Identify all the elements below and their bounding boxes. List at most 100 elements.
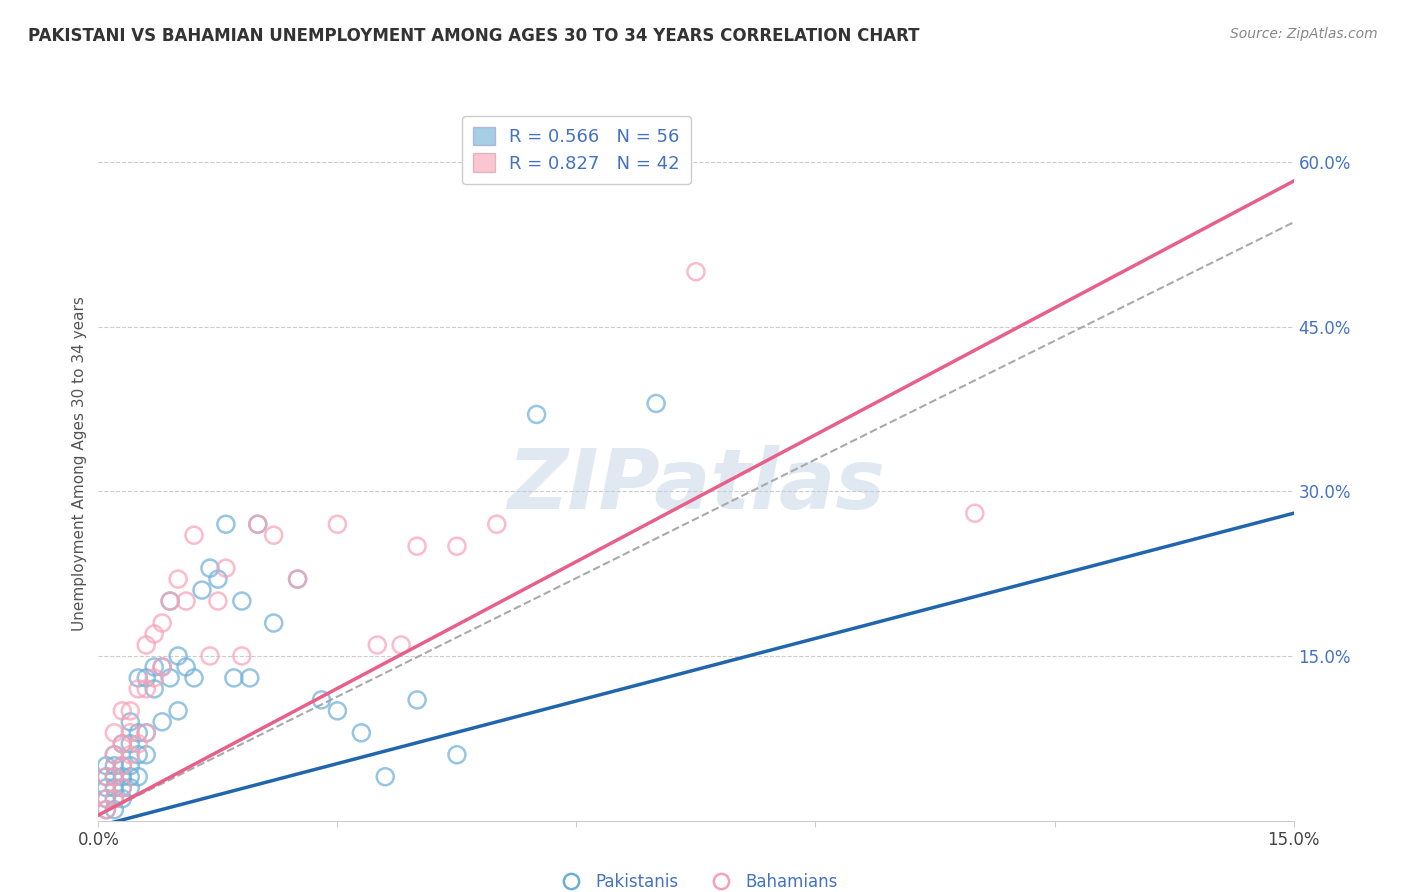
Point <box>167 648 190 663</box>
Point <box>183 671 205 685</box>
Point <box>96 758 118 772</box>
Point <box>103 780 125 795</box>
Point <box>120 758 142 772</box>
Point <box>120 726 142 740</box>
Point <box>366 638 388 652</box>
Point <box>207 594 229 608</box>
Point <box>374 770 396 784</box>
Point <box>96 803 118 817</box>
Point <box>174 660 197 674</box>
Point <box>159 594 181 608</box>
Point <box>326 517 349 532</box>
Point <box>127 726 149 740</box>
Point <box>231 594 253 608</box>
Point <box>96 770 118 784</box>
Point <box>645 396 668 410</box>
Point <box>167 572 190 586</box>
Point <box>198 648 221 663</box>
Point <box>120 780 142 795</box>
Point <box>446 747 468 762</box>
Point <box>111 791 134 805</box>
Point <box>127 671 149 685</box>
Point <box>111 780 134 795</box>
Point <box>350 726 373 740</box>
Point <box>406 539 429 553</box>
Point <box>183 528 205 542</box>
Point <box>135 638 157 652</box>
Point <box>135 671 157 685</box>
Text: Source: ZipAtlas.com: Source: ZipAtlas.com <box>1230 27 1378 41</box>
Point <box>96 791 118 805</box>
Point <box>406 693 429 707</box>
Point <box>103 747 125 762</box>
Point <box>135 726 157 740</box>
Point <box>287 572 309 586</box>
Point <box>111 758 134 772</box>
Point <box>120 704 142 718</box>
Point <box>120 714 142 729</box>
Point <box>150 615 173 630</box>
Point <box>120 737 142 751</box>
Point <box>127 747 149 762</box>
Point <box>135 681 157 696</box>
Point <box>222 671 245 685</box>
Point <box>103 770 125 784</box>
Point <box>103 747 125 762</box>
Point <box>127 737 149 751</box>
Point <box>111 780 134 795</box>
Point <box>159 671 181 685</box>
Point <box>263 615 285 630</box>
Point <box>111 737 134 751</box>
Text: ZIPatlas: ZIPatlas <box>508 445 884 525</box>
Point <box>111 704 134 718</box>
Point <box>685 265 707 279</box>
Point <box>103 770 125 784</box>
Point <box>167 704 190 718</box>
Point <box>96 780 118 795</box>
Point <box>389 638 412 652</box>
Point <box>103 791 125 805</box>
Point <box>526 408 548 422</box>
Point <box>150 660 173 674</box>
Point <box>963 506 986 520</box>
Legend: Pakistanis, Bahamians: Pakistanis, Bahamians <box>547 867 845 892</box>
Point <box>127 770 149 784</box>
Point <box>111 770 134 784</box>
Point <box>191 583 214 598</box>
Point <box>127 681 149 696</box>
Point <box>103 791 125 805</box>
Point <box>231 648 253 663</box>
Point <box>135 747 157 762</box>
Point <box>143 660 166 674</box>
Point <box>263 528 285 542</box>
Point <box>103 758 125 772</box>
Point <box>120 770 142 784</box>
Point <box>143 681 166 696</box>
Point <box>239 671 262 685</box>
Point <box>198 561 221 575</box>
Point <box>485 517 508 532</box>
Point <box>287 572 309 586</box>
Point <box>120 747 142 762</box>
Point <box>311 693 333 707</box>
Point <box>159 594 181 608</box>
Point <box>96 803 118 817</box>
Point <box>326 704 349 718</box>
Point <box>103 803 125 817</box>
Point <box>96 791 118 805</box>
Point <box>143 671 166 685</box>
Point <box>111 737 134 751</box>
Y-axis label: Unemployment Among Ages 30 to 34 years: Unemployment Among Ages 30 to 34 years <box>72 296 87 632</box>
Point <box>174 594 197 608</box>
Point <box>150 660 173 674</box>
Point <box>150 714 173 729</box>
Point <box>103 726 125 740</box>
Point <box>246 517 269 532</box>
Point <box>111 758 134 772</box>
Point <box>246 517 269 532</box>
Point <box>143 627 166 641</box>
Point <box>135 726 157 740</box>
Point <box>446 539 468 553</box>
Point <box>215 561 238 575</box>
Point <box>207 572 229 586</box>
